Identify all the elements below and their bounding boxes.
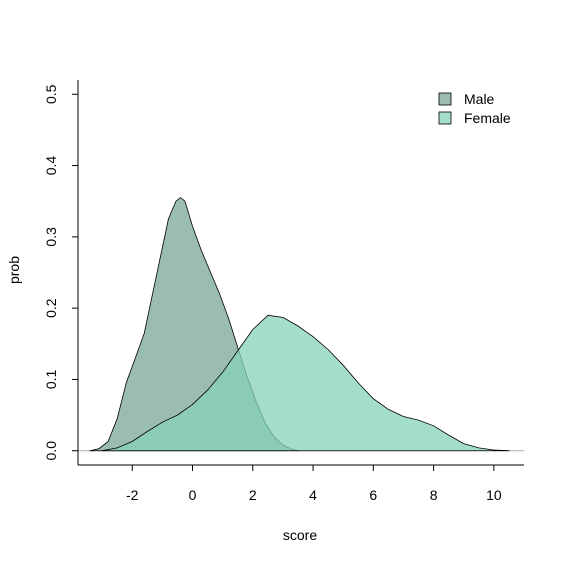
x-tick-label: 4 [309, 487, 317, 503]
plot-region [78, 197, 524, 452]
y-tick-label: 0.2 [43, 298, 59, 318]
legend-swatch-male [438, 92, 452, 106]
x-tick-label: 6 [369, 487, 377, 503]
x-tick-label: 0 [189, 487, 197, 503]
y-tick-label: 0.4 [43, 156, 59, 176]
y-tick-label: 0.0 [43, 441, 59, 461]
x-axis-ticks: -2 0 2 4 6 8 10 [126, 465, 502, 503]
y-axis-title: prob [6, 256, 22, 284]
y-axis-ticks: 0.0 0.1 0.2 0.3 0.4 0.5 [43, 84, 78, 460]
legend: Male Female [438, 91, 511, 126]
x-tick-label: -2 [126, 487, 139, 503]
y-tick-label: 0.5 [43, 84, 59, 104]
y-tick-label: 0.3 [43, 227, 59, 247]
y-tick-label: 0.1 [43, 370, 59, 390]
legend-label-male: Male [464, 91, 495, 107]
x-tick-label: 2 [249, 487, 257, 503]
density-area-female [101, 314, 510, 452]
x-axis-title: score [283, 527, 317, 543]
legend-label-female: Female [464, 110, 511, 126]
legend-swatch-female [438, 111, 452, 125]
x-tick-label: 8 [430, 487, 438, 503]
x-tick-label: 10 [486, 487, 502, 503]
